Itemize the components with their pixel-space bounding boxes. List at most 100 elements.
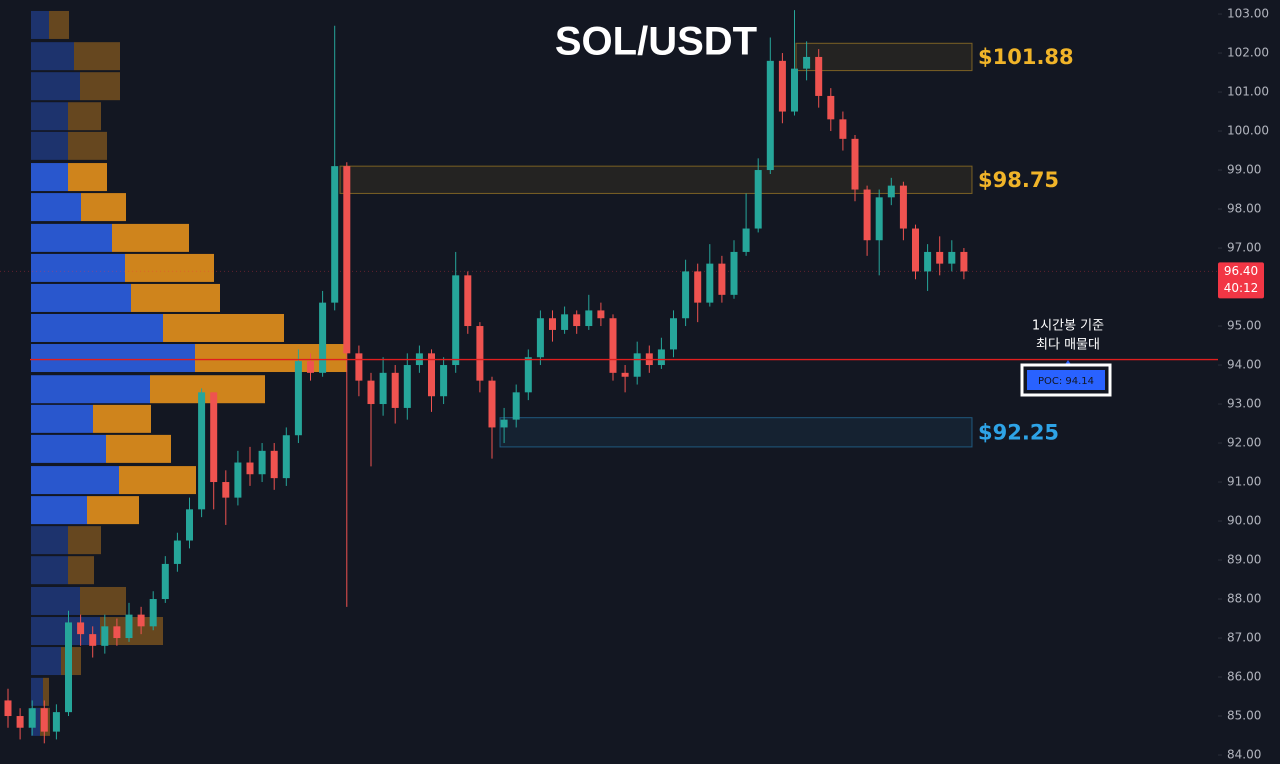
candle-body: [452, 275, 460, 366]
y-tick-label: 89.00: [1227, 553, 1261, 567]
candle-body: [476, 326, 484, 381]
zone-label: $92.25: [978, 420, 1059, 444]
candle-body: [270, 450, 278, 479]
profile-sell: [163, 313, 284, 342]
profile-buy: [31, 102, 68, 131]
candle-body: [863, 189, 871, 241]
profile-buy: [31, 283, 131, 312]
candle-body: [887, 185, 895, 198]
profile-buy: [31, 253, 125, 282]
profile-buy: [31, 344, 195, 373]
candle-body: [936, 251, 944, 264]
price-zone: [499, 417, 973, 448]
y-tick-label: 101.00: [1227, 85, 1269, 99]
candle-body: [331, 166, 339, 303]
candle-body: [573, 314, 581, 327]
candle-body: [89, 634, 97, 646]
profile-sell: [131, 283, 220, 312]
zone-label: $98.75: [978, 168, 1059, 192]
candle-body: [754, 170, 762, 229]
profile-buy: [31, 375, 150, 404]
candle-body: [899, 185, 907, 229]
candle-body: [948, 251, 956, 264]
candle-body: [234, 462, 242, 498]
y-tick-label: 99.00: [1227, 163, 1261, 177]
profile-buy: [31, 404, 93, 433]
candle-body: [585, 310, 593, 327]
candle-body: [549, 318, 556, 330]
candle-body: [536, 318, 544, 358]
candle-body: [222, 482, 230, 498]
candle-body: [149, 599, 157, 627]
profile-sell: [49, 10, 69, 39]
y-tick-label: 88.00: [1227, 592, 1261, 606]
poc-note: 최다 매물대: [1036, 338, 1100, 353]
candle-body: [670, 318, 677, 350]
profile-sell: [68, 556, 94, 585]
y-tick-label: 95.00: [1227, 319, 1261, 333]
profile-sell: [87, 496, 139, 525]
profile-sell: [43, 677, 49, 706]
candle-body: [403, 365, 411, 408]
y-tick-label: 86.00: [1227, 670, 1261, 684]
candle-body: [597, 310, 605, 319]
candle-body: [77, 622, 85, 635]
candle-body: [815, 56, 823, 96]
y-tick-label: 98.00: [1227, 202, 1261, 216]
candle-body: [294, 361, 302, 436]
candle-body: [657, 349, 665, 366]
profile-sell: [150, 375, 265, 404]
candle-body: [282, 435, 290, 479]
profile-buy: [31, 72, 80, 101]
profile-buy: [31, 10, 49, 39]
candle-body: [379, 372, 387, 405]
candle-body: [40, 708, 48, 732]
countdown-label: 40:12: [1224, 281, 1259, 295]
profile-sell: [93, 404, 151, 433]
profile-sell: [68, 163, 107, 192]
zone-label: $101.88: [978, 45, 1074, 69]
profile-buy: [31, 586, 80, 615]
y-tick-label: 100.00: [1227, 124, 1269, 138]
profile-sell: [68, 102, 101, 131]
candle-body: [391, 372, 399, 408]
profile-buy: [31, 647, 61, 676]
candle-body: [803, 56, 811, 69]
profile-buy: [31, 496, 87, 525]
profile-sell: [68, 131, 107, 160]
y-tick-label: 84.00: [1227, 748, 1261, 762]
price-zone: [339, 165, 973, 194]
profile-buy: [31, 466, 119, 495]
profile-sell: [81, 193, 126, 222]
candle-body: [210, 392, 218, 483]
candle-body: [924, 251, 932, 272]
y-tick-label: 90.00: [1227, 514, 1261, 528]
candle-body: [52, 712, 60, 732]
profile-sell: [125, 253, 214, 282]
candle-body: [355, 353, 363, 381]
profile-sell: [68, 526, 101, 555]
candle-body: [682, 271, 690, 319]
poc-box: [1027, 370, 1105, 390]
candle-body: [246, 462, 254, 475]
candle-body: [464, 275, 472, 327]
candle-body: [694, 271, 702, 303]
candle-body: [500, 419, 508, 428]
profile-sell: [119, 466, 196, 495]
y-tick-label: 87.00: [1227, 631, 1261, 645]
y-tick-label: 94.00: [1227, 358, 1261, 372]
profile-buy: [31, 556, 68, 585]
candle-body: [137, 614, 145, 627]
candle-body: [875, 197, 883, 241]
candle-body: [960, 251, 968, 272]
profile-sell: [112, 223, 189, 252]
profile-buy: [31, 42, 74, 71]
candle-body: [113, 626, 121, 639]
profile-buy: [31, 526, 68, 555]
candle-body: [4, 700, 12, 717]
candle-body: [65, 622, 72, 713]
poc-box-frame: [1020, 363, 1112, 397]
profile-sell: [80, 586, 126, 615]
candle-body: [827, 95, 835, 120]
